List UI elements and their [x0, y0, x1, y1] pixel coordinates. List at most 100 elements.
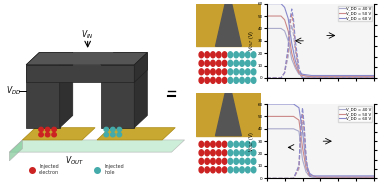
- Circle shape: [117, 127, 122, 132]
- Text: With SAM: With SAM: [215, 172, 242, 177]
- Circle shape: [240, 52, 244, 58]
- Circle shape: [246, 69, 250, 75]
- Polygon shape: [26, 65, 60, 128]
- Circle shape: [205, 77, 209, 83]
- Circle shape: [217, 77, 221, 83]
- Circle shape: [228, 52, 232, 58]
- Polygon shape: [26, 65, 134, 82]
- Circle shape: [199, 52, 204, 58]
- Circle shape: [211, 60, 215, 66]
- Circle shape: [39, 127, 43, 132]
- Circle shape: [240, 60, 244, 66]
- Circle shape: [45, 132, 50, 137]
- Circle shape: [228, 150, 232, 156]
- Circle shape: [228, 77, 232, 83]
- Circle shape: [246, 167, 250, 173]
- Circle shape: [211, 69, 215, 75]
- Circle shape: [228, 158, 232, 164]
- Circle shape: [240, 141, 244, 147]
- Polygon shape: [97, 128, 175, 140]
- Circle shape: [217, 158, 221, 164]
- Circle shape: [205, 141, 209, 147]
- Circle shape: [117, 132, 122, 137]
- Circle shape: [111, 132, 115, 137]
- Polygon shape: [134, 53, 147, 128]
- Circle shape: [234, 69, 239, 75]
- Circle shape: [234, 167, 239, 173]
- Circle shape: [52, 132, 56, 137]
- Circle shape: [251, 77, 256, 83]
- Circle shape: [211, 158, 215, 164]
- Y-axis label: $V_{OUT}$ (V): $V_{OUT}$ (V): [247, 30, 256, 51]
- Circle shape: [240, 167, 244, 173]
- Circle shape: [222, 52, 227, 58]
- Text: $V_{IN}$: $V_{IN}$: [81, 29, 94, 41]
- Circle shape: [234, 158, 239, 164]
- Circle shape: [234, 141, 239, 147]
- Circle shape: [246, 141, 250, 147]
- Circle shape: [39, 132, 43, 137]
- Circle shape: [234, 60, 239, 66]
- Circle shape: [199, 69, 204, 75]
- Circle shape: [205, 150, 209, 156]
- Circle shape: [199, 77, 204, 83]
- Circle shape: [205, 52, 209, 58]
- Circle shape: [222, 141, 227, 147]
- Polygon shape: [101, 65, 134, 128]
- Circle shape: [104, 132, 108, 137]
- Circle shape: [222, 150, 227, 156]
- Circle shape: [199, 141, 204, 147]
- Polygon shape: [26, 53, 147, 65]
- Polygon shape: [215, 93, 241, 136]
- Circle shape: [217, 167, 221, 173]
- Circle shape: [205, 69, 209, 75]
- Circle shape: [222, 77, 227, 83]
- Circle shape: [240, 77, 244, 83]
- Bar: [196, 93, 261, 136]
- Polygon shape: [9, 140, 22, 161]
- Circle shape: [246, 52, 250, 58]
- Circle shape: [251, 52, 256, 58]
- Circle shape: [246, 158, 250, 164]
- Text: $V_{DD}$: $V_{DD}$: [6, 85, 21, 97]
- Polygon shape: [22, 128, 95, 140]
- Circle shape: [211, 150, 215, 156]
- Circle shape: [228, 60, 232, 66]
- Text: $V_{OUT}$: $V_{OUT}$: [65, 155, 84, 167]
- Polygon shape: [215, 4, 241, 46]
- Text: Without SAM: Without SAM: [211, 82, 246, 87]
- Circle shape: [240, 150, 244, 156]
- Circle shape: [228, 167, 232, 173]
- Text: Injected
electron: Injected electron: [39, 164, 59, 175]
- Circle shape: [199, 158, 204, 164]
- Circle shape: [52, 127, 56, 132]
- Circle shape: [211, 52, 215, 58]
- Circle shape: [222, 60, 227, 66]
- Circle shape: [228, 69, 232, 75]
- Circle shape: [111, 127, 115, 132]
- Circle shape: [234, 77, 239, 83]
- Circle shape: [211, 167, 215, 173]
- Circle shape: [251, 141, 256, 147]
- Circle shape: [246, 60, 250, 66]
- Circle shape: [45, 127, 50, 132]
- Y-axis label: $V_{OUT}$ (V): $V_{OUT}$ (V): [247, 131, 256, 152]
- Circle shape: [217, 52, 221, 58]
- Circle shape: [211, 77, 215, 83]
- Circle shape: [228, 141, 232, 147]
- Circle shape: [251, 150, 256, 156]
- Circle shape: [217, 69, 221, 75]
- Circle shape: [199, 167, 204, 173]
- Circle shape: [199, 150, 204, 156]
- Circle shape: [234, 52, 239, 58]
- Polygon shape: [134, 53, 147, 82]
- Circle shape: [104, 127, 108, 132]
- Circle shape: [205, 60, 209, 66]
- Circle shape: [251, 158, 256, 164]
- Circle shape: [251, 69, 256, 75]
- Polygon shape: [9, 140, 184, 152]
- Circle shape: [205, 167, 209, 173]
- Polygon shape: [101, 53, 147, 65]
- Circle shape: [222, 69, 227, 75]
- Circle shape: [251, 60, 256, 66]
